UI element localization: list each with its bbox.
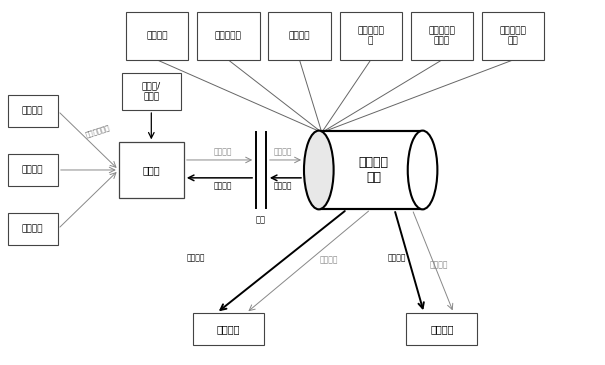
FancyBboxPatch shape [7, 213, 58, 245]
Text: 接口: 接口 [256, 216, 266, 224]
Text: 会员购买的
服务: 会员购买的 服务 [500, 26, 526, 46]
FancyBboxPatch shape [122, 73, 181, 110]
Text: 电视机/
显示器: 电视机/ 显示器 [142, 82, 161, 101]
Text: 医疗机构: 医疗机构 [217, 324, 240, 334]
Text: 健康建议: 健康建议 [388, 253, 407, 262]
FancyBboxPatch shape [269, 12, 331, 60]
Text: 检测设备: 检测设备 [22, 107, 44, 115]
Text: 会员管理: 会员管理 [146, 31, 168, 41]
Text: 健康建议: 健康建议 [186, 253, 205, 262]
Text: 健康数据: 健康数据 [320, 255, 338, 264]
FancyBboxPatch shape [126, 12, 188, 60]
Text: 机项查管理: 机项查管理 [215, 31, 242, 41]
Text: 健康检测数据: 健康检测数据 [85, 123, 111, 138]
Text: 检测设备: 检测设备 [22, 165, 44, 174]
Text: 机顶盒: 机顶盒 [143, 165, 160, 175]
Text: 健康数据: 健康数据 [213, 147, 232, 157]
FancyBboxPatch shape [193, 313, 264, 345]
Text: 健康反馈: 健康反馈 [273, 181, 292, 190]
FancyBboxPatch shape [411, 12, 473, 60]
FancyBboxPatch shape [197, 12, 260, 60]
Text: 医疗机构管
理: 医疗机构管 理 [357, 26, 384, 46]
Text: 健康反馈: 健康反馈 [213, 181, 232, 190]
FancyBboxPatch shape [7, 154, 58, 186]
Text: 医疗服务项
目管理: 医疗服务项 目管理 [428, 26, 456, 46]
FancyBboxPatch shape [407, 313, 477, 345]
FancyBboxPatch shape [319, 131, 422, 209]
FancyBboxPatch shape [482, 12, 544, 60]
Text: 检测设备: 检测设备 [22, 224, 44, 234]
FancyBboxPatch shape [119, 142, 184, 198]
Ellipse shape [304, 131, 333, 209]
Text: 健康数据: 健康数据 [273, 147, 292, 157]
FancyBboxPatch shape [339, 12, 402, 60]
Ellipse shape [408, 131, 437, 209]
Text: 社区管理: 社区管理 [289, 31, 310, 41]
Text: 健康数据: 健康数据 [430, 260, 448, 269]
Text: 医疗机构: 医疗机构 [430, 324, 454, 334]
Text: 档案管理
中心: 档案管理 中心 [359, 156, 388, 184]
FancyBboxPatch shape [7, 95, 58, 127]
